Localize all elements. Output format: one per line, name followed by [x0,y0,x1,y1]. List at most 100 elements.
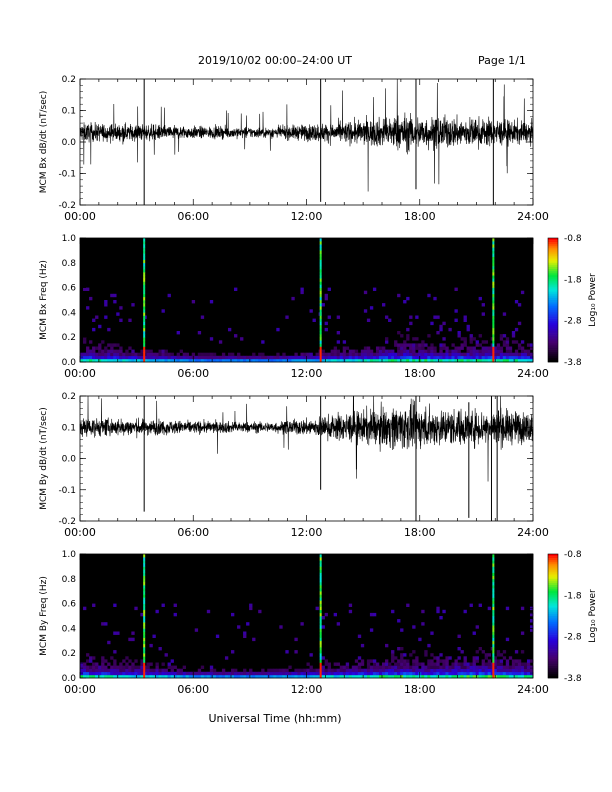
spectrogram-spike-cell [319,269,322,273]
spectrogram-cell [209,674,214,679]
figure-title: 2019/10/02 00:00–24:00 UT [198,54,352,67]
spectrogram-cell [427,358,431,363]
spectrogram-cell [475,674,479,679]
spectrogram-cell [131,303,135,307]
spectrogram-cell [83,287,87,291]
colorbar-segment [548,318,558,321]
spectrogram-cell [442,352,446,357]
spectrogram-cell [360,349,365,353]
spectrogram-cell [351,668,356,673]
spectrogram-spike-cell [143,622,146,626]
spectrogram-cell [140,358,144,363]
spectrogram-cell [312,671,316,676]
spectrogram-cell [430,631,434,635]
spectrogram-cell [391,349,395,353]
spectrogram-cell [149,662,153,666]
spectrogram-cell [243,671,247,676]
spectrogram-cell [122,668,126,673]
spectrogram-cell [375,668,380,673]
spectrogram-cell [107,662,111,666]
colorbar-segment [548,312,558,315]
spectrogram-cell [366,358,371,363]
y-tick-label: 0.4 [62,624,77,634]
spectrogram-cell [529,346,534,350]
spectrogram-cell [385,352,389,357]
y-tick-label: -0.2 [58,201,76,211]
spectrogram-spike-cell [319,287,322,291]
spectrogram-cell [460,668,464,673]
spectrogram-cell [285,650,289,654]
spectrogram-cell [92,603,96,607]
spectrogram-cell [445,656,449,660]
spectrogram-cell [448,674,452,679]
spectrogram-cell [463,668,467,673]
spectrogram-cell [454,668,458,673]
spectrogram-cell [397,352,401,357]
spectrogram-spike-cell [319,612,322,617]
spectrogram-cell [113,662,117,666]
spectrogram-cell [297,671,301,676]
colorbar-segment [548,591,558,594]
spectrogram-spike-cell [319,238,322,242]
colorbar-segment [548,289,558,293]
spectrogram-cell [508,355,513,360]
spectrogram-spike-cell [492,566,495,570]
spectrogram-cell [330,355,334,360]
spectrogram-cell [200,352,205,357]
spectrogram-cell [415,656,419,660]
spectrogram-cell [297,355,301,360]
spectrogram-cell [439,674,443,679]
spectrogram-cell [412,650,416,654]
spectrogram-cell [366,659,371,663]
colorbar-segment [548,665,558,668]
spectrogram-cell [209,671,214,676]
spectrogram-cell [472,352,476,357]
spectrogram-cell [89,296,93,301]
colorbar-tick-label: -2.8 [564,317,582,327]
spectrogram-cell [397,619,401,623]
spectrogram-cell [354,352,359,357]
spectrogram-spike-cell [143,594,146,598]
spectrogram-cell [508,674,513,679]
spectrogram-cell [110,665,114,669]
spectrogram-cell [285,315,289,319]
spectrogram-cell [505,659,510,663]
colorbar-segment [548,316,558,319]
spectrogram-cell [469,671,473,676]
spectrogram-cell [267,668,271,673]
spectrogram-cell [484,352,488,357]
spectrogram-cell [333,668,337,673]
spectrogram-cell [155,358,159,363]
spectrogram-cell [424,671,428,676]
spectrogram-cell [203,671,208,676]
spectrogram-cell [237,671,241,676]
spectrogram-cell [137,674,141,679]
spectrogram-cell [457,671,461,676]
spectrogram-spike-cell [319,581,322,586]
spectrogram-spike-cell [143,653,146,657]
colorbar-segment [548,562,558,565]
spectrogram-cell [134,674,138,679]
spectrogram-cell [348,358,353,363]
spectrogram-cell [442,337,446,341]
spectrogram-cell [161,662,165,666]
spectrogram-cell [475,665,479,669]
spectrogram-cell [394,352,398,357]
x-tick-label: 24:00 [517,210,549,223]
spectrogram-spike-cell [492,668,495,673]
spectrogram-cell [167,355,171,360]
spectrogram-cell [89,340,93,344]
spectrogram-cell [306,352,310,357]
spectrogram-cell [511,340,516,344]
spectrogram-cell [520,662,525,666]
spectrogram-cell [430,346,434,350]
spectrogram-spike-cell [143,591,146,595]
spectrogram-cell [122,352,126,357]
spectrogram-cell [80,358,84,363]
spectrogram-spike-cell [492,327,495,332]
spectrogram-cell [445,352,449,357]
spectrogram-cell [469,674,473,679]
spectrogram-cell [339,671,344,676]
colorbar-segment [548,636,558,640]
spectrogram-cell [86,671,90,676]
